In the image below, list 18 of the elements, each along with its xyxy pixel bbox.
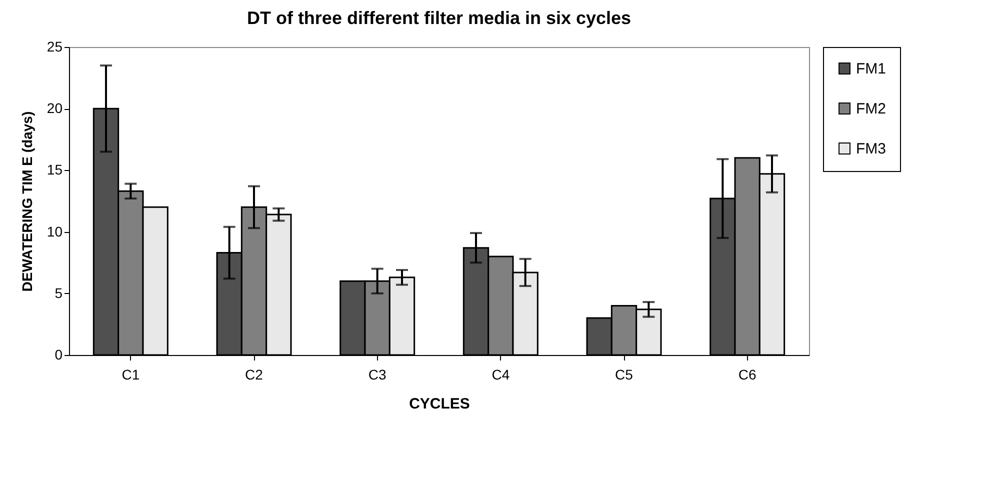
legend-label: FM2 (856, 100, 886, 118)
y-tick-label: 10 (46, 223, 63, 240)
chart-title: DT of three different filter media in six cycles (246, 8, 632, 28)
x-tick-label: C5 (615, 366, 634, 382)
x-tick-label: C4 (492, 366, 510, 382)
x-tick-label: C2 (245, 366, 264, 382)
x-tick-label: C1 (122, 366, 140, 382)
x-axis-title: CYCLES (409, 396, 470, 412)
y-tick-label: 0 (54, 346, 63, 362)
x-tick-label: C3 (368, 366, 386, 382)
y-axis-title: DEWATERING TIM E (days) (18, 111, 35, 292)
y-tick-label: 20 (46, 100, 63, 116)
legend-label: FM1 (856, 60, 886, 78)
x-tick-label: C6 (738, 366, 756, 382)
legend-label: FM3 (856, 140, 886, 158)
y-tick-label: 5 (54, 284, 63, 301)
y-tick-label: 15 (46, 162, 63, 178)
y-tick-label: 25 (46, 38, 63, 54)
